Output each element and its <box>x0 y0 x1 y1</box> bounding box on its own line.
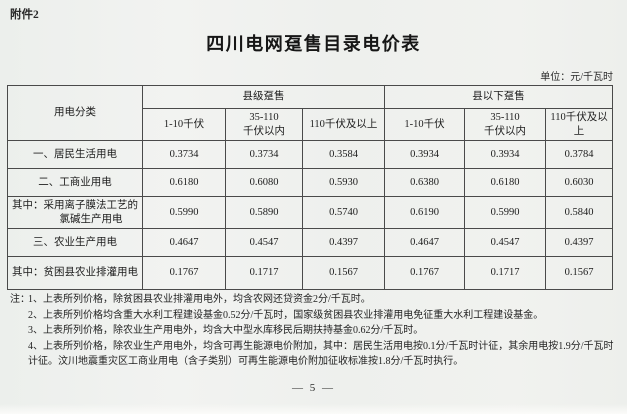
footnotes-prefix: 注： <box>10 294 30 305</box>
price-cell: 0.1567 <box>301 256 386 290</box>
table-row-industrial-commercial: 二、工商业用电 0.6180 0.6080 0.5930 0.6380 0.61… <box>7 168 614 197</box>
table-row-residential: 一、居民生活用电 0.3734 0.3734 0.3584 0.3934 0.3… <box>7 140 614 169</box>
price-table: 用电分类 县级趸售 县以下趸售 1-10千伏 35-110 千伏以内 110千伏及… <box>7 85 614 290</box>
footnote-item: 3、上表所列价格，除农业生产用电外，均含大中型水库移民后期扶持基金0.62分/千… <box>28 325 424 336</box>
price-cell: 0.1717 <box>225 256 303 290</box>
table-header-subcol-row: 1-10千伏 35-110 千伏以内 110千伏及以上 1-10千伏 35-110… <box>8 108 614 141</box>
price-cell: 0.3584 <box>301 140 386 169</box>
row-label: 三、农业生产用电 <box>7 228 143 257</box>
price-cell: 0.6030 <box>545 168 614 197</box>
row-label: 一、居民生活用电 <box>7 140 143 169</box>
table-header-group-row: 用电分类 县级趸售 县以下趸售 <box>7 85 614 141</box>
classification-header: 用电分类 <box>7 85 143 141</box>
price-cell: 0.3934 <box>464 140 547 169</box>
price-cell: 0.5740 <box>301 196 386 229</box>
price-cell: 0.5890 <box>225 196 303 229</box>
column-header-county-35-110kv: 35-110 千伏以内 <box>225 108 303 141</box>
price-cell: 0.4397 <box>301 228 386 257</box>
price-cell: 0.5930 <box>301 168 386 197</box>
price-cell: 0.3734 <box>142 140 226 169</box>
footnote-item: 1、上表所列价格，除贫困县农业排灌用电外，均含农网还贷资金2分/千瓦时。 <box>28 294 371 305</box>
price-cell: 0.1767 <box>142 256 226 290</box>
price-cell: 0.3784 <box>545 140 614 169</box>
price-cell: 0.4547 <box>464 228 547 257</box>
price-cell: 0.4547 <box>225 228 303 257</box>
page-number: — 5 — <box>292 382 335 394</box>
price-cell: 0.3734 <box>225 140 303 169</box>
price-cell: 0.1567 <box>545 256 614 290</box>
group-header-subcounty-wholesale: 县以下趸售 <box>384 85 614 109</box>
column-header-subcounty-110kv-up: 110千伏及以上 <box>545 108 614 141</box>
price-cell: 0.6380 <box>384 168 466 197</box>
price-cell: 0.6190 <box>384 196 466 229</box>
group-header-county-wholesale: 县级趸售 <box>141 85 386 109</box>
price-cell: 0.4647 <box>384 228 466 257</box>
column-header-subcounty-1-10kv: 1-10千伏 <box>384 108 466 141</box>
table-row-poverty-irrigation: 其中：贫困县农业排灌用电 0.1767 0.1717 0.1567 0.1767… <box>7 256 614 290</box>
price-cell: 0.1767 <box>384 256 466 290</box>
row-label: 其中：贫困县农业排灌用电 <box>7 256 143 290</box>
footnote-item: 2、上表所列价格均含重大水利工程建设基金0.52分/千瓦时，国家级贫困县农业排灌… <box>28 309 544 321</box>
page-title: 四川电网趸售目录电价表 <box>206 34 421 54</box>
price-cell: 0.5990 <box>142 196 226 229</box>
row-label: 二、工商业用电 <box>7 168 143 197</box>
footnotes: 注： 1、上表所列价格，除贫困县农业排灌用电外，均含农网还贷资金2分/千瓦时。 … <box>10 292 616 370</box>
row-label: 其中：采用离子膜法工艺的氯碱生产用电 <box>7 196 143 229</box>
column-header-subcounty-35-110kv: 35-110 千伏以内 <box>464 108 547 141</box>
column-header-county-110kv-up: 110千伏及以上 <box>301 108 386 141</box>
price-cell: 0.4647 <box>142 228 226 257</box>
scan-edge-highlight <box>0 404 627 414</box>
table-row-agricultural: 三、农业生产用电 0.4647 0.4547 0.4397 0.4647 0.4… <box>7 228 614 257</box>
attachment-label: 附件2 <box>10 9 39 21</box>
price-cell: 0.4397 <box>545 228 614 257</box>
price-cell: 0.5990 <box>464 196 547 229</box>
footnote-item: 4、上表所列价格，除农业生产用电外，均含可再生能源电价附加，其中：居民生活用电按… <box>28 340 614 368</box>
footnote-list: 1、上表所列价格，除贫困县农业排灌用电外，均含农网还贷资金2分/千瓦时。 2、上… <box>10 292 616 370</box>
table-row-chlor-alkali: 其中：采用离子膜法工艺的氯碱生产用电 0.5990 0.5890 0.5740 … <box>7 196 614 229</box>
unit-label: 单位：元/千瓦时 <box>540 72 613 83</box>
price-cell: 0.5840 <box>545 196 614 229</box>
price-cell: 0.6180 <box>464 168 547 197</box>
price-cell: 0.6080 <box>225 168 303 197</box>
column-header-county-1-10kv: 1-10千伏 <box>142 108 226 141</box>
price-cell: 0.6180 <box>142 168 226 197</box>
price-cell: 0.3934 <box>384 140 466 169</box>
price-cell: 0.1717 <box>464 256 547 290</box>
